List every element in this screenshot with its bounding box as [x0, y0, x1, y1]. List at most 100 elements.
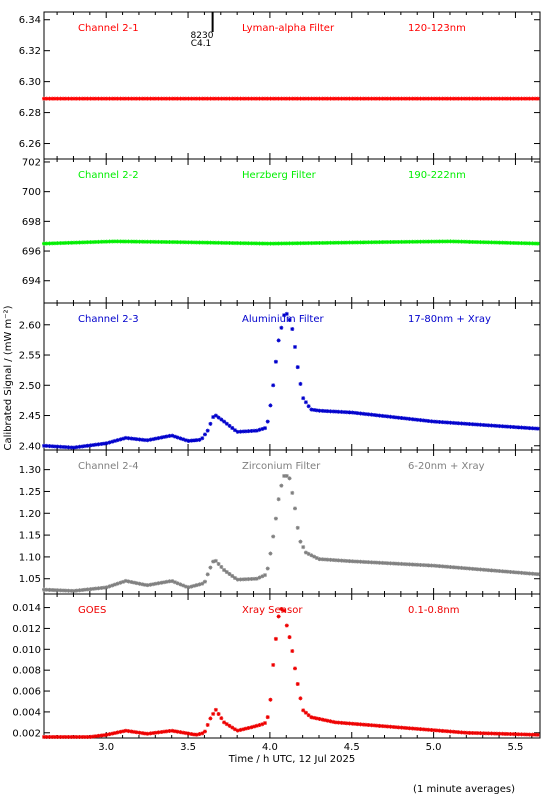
data-point: [235, 429, 240, 434]
data-point: [123, 578, 128, 583]
data-point: [413, 562, 418, 567]
data-point: [268, 241, 273, 246]
data-point: [331, 558, 336, 563]
data-point: [323, 240, 328, 245]
y-tick-label: 1.25: [19, 487, 41, 498]
data-point: [132, 96, 137, 101]
data-point: [276, 241, 281, 246]
data-point: [535, 96, 540, 101]
data-point: [93, 586, 98, 591]
data-point: [232, 428, 237, 433]
data-point: [391, 415, 396, 420]
data-point: [470, 730, 475, 735]
data-point: [413, 96, 418, 101]
data-point: [257, 427, 262, 432]
data-point: [347, 559, 352, 564]
data-point: [467, 422, 472, 427]
data-point: [123, 96, 128, 101]
data-point: [516, 570, 521, 575]
data-point: [110, 731, 115, 736]
data-point: [328, 240, 333, 245]
data-point: [453, 421, 458, 426]
data-point: [418, 418, 423, 423]
data-point: [172, 580, 177, 585]
data-point: [508, 424, 513, 429]
data-point: [383, 561, 388, 566]
data-point: [437, 419, 442, 424]
data-point: [47, 734, 52, 739]
data-point: [380, 240, 385, 245]
data-point: [189, 732, 194, 737]
data-point: [268, 403, 273, 408]
data-point: [197, 240, 202, 245]
data-point: [467, 239, 472, 244]
data-point: [361, 411, 366, 416]
data-point: [323, 96, 328, 101]
data-point: [99, 441, 104, 446]
data-point: [224, 722, 229, 727]
data-point: [159, 730, 164, 735]
data-point: [216, 240, 221, 245]
data-point: [47, 444, 52, 449]
data-point: [478, 422, 483, 427]
data-point: [535, 732, 540, 737]
y-tick-label: 2.45: [19, 411, 41, 422]
data-point: [303, 710, 308, 715]
y-tick-label: 0.002: [12, 728, 41, 739]
data-point: [121, 436, 126, 441]
data-point: [486, 240, 491, 245]
data-point: [320, 717, 325, 722]
data-point: [467, 96, 472, 101]
data-point: [145, 96, 150, 101]
data-point: [298, 241, 303, 246]
data-point: [287, 317, 292, 322]
data-point: [314, 240, 319, 245]
data-point: [271, 383, 276, 388]
data-point: [456, 730, 461, 735]
x-tick-label: 3.0: [98, 742, 114, 753]
data-point: [437, 96, 442, 101]
data-point: [494, 423, 499, 428]
data-point: [183, 96, 188, 101]
data-point: [115, 730, 120, 735]
data-point: [309, 553, 314, 558]
data-point: [271, 662, 276, 667]
data-point: [104, 732, 109, 737]
data-point: [232, 576, 237, 580]
data-point: [178, 730, 183, 735]
data-point: [47, 96, 52, 101]
data-point: [91, 240, 96, 245]
data-point: [170, 96, 175, 101]
data-point: [407, 726, 412, 731]
data-point: [369, 412, 374, 417]
data-point: [437, 239, 442, 244]
data-point: [328, 719, 333, 724]
data-point: [511, 240, 516, 245]
data-point: [235, 728, 240, 733]
data-point: [530, 96, 535, 101]
data-point: [58, 444, 63, 449]
data-point: [445, 420, 450, 425]
data-point: [170, 433, 175, 438]
data-point: [404, 726, 409, 731]
data-point: [293, 344, 298, 349]
data-point: [115, 96, 120, 101]
data-point: [481, 567, 486, 572]
data-point: [112, 582, 117, 587]
data-point: [159, 580, 164, 585]
data-point: [303, 400, 308, 405]
panel-band-label: 6-20nm + Xray: [408, 461, 485, 472]
panel-band-label: 0.1-0.8nm: [408, 605, 460, 616]
data-point: [445, 564, 450, 569]
data-point: [153, 96, 158, 101]
data-point: [61, 241, 66, 246]
data-point: [391, 724, 396, 729]
data-point: [366, 240, 371, 245]
data-point: [508, 96, 513, 101]
data-point: [219, 564, 224, 569]
data-point: [88, 240, 93, 245]
data-point: [519, 425, 524, 430]
data-point: [121, 239, 126, 244]
data-point: [361, 96, 366, 101]
data-point: [333, 96, 338, 101]
